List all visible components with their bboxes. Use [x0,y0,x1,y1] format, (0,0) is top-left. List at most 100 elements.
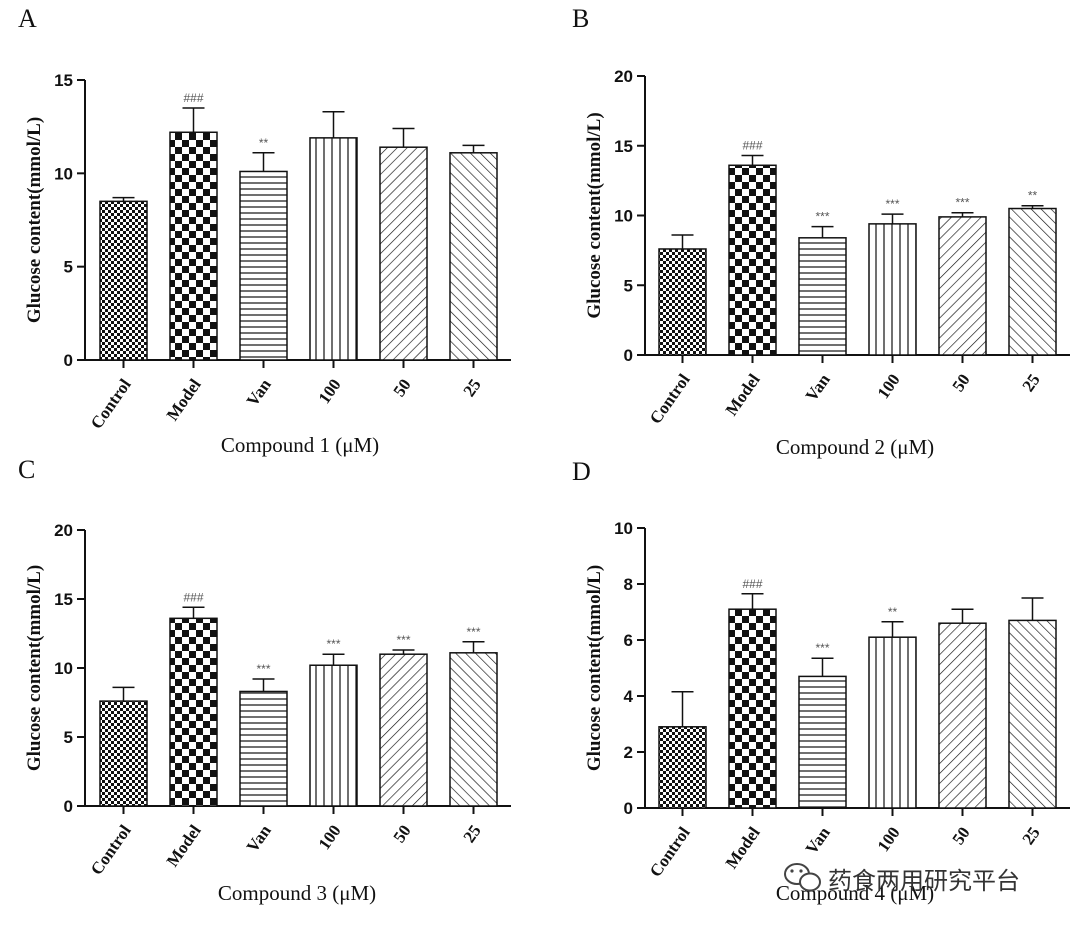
y-tick-label: 10 [54,164,73,183]
significance-label: *** [396,633,410,647]
x-category-label: 100 [874,823,904,855]
panel-a: A 0 5 10 15 Control ### Model ** Van 100 50 25 Glucos… [18,4,511,457]
significance-label: *** [466,625,480,639]
y-tick-label: 15 [54,590,73,609]
panel-c: C 0 5 10 15 20 Control ### Model *** Van *** 100 *** 5… [18,455,511,905]
y-tick-label: 0 [624,799,633,818]
y-tick-label: 5 [624,276,633,295]
bar-100 [309,664,358,807]
bar-25 [1008,619,1057,809]
bar-25 [449,152,498,361]
significance-label: ### [742,577,762,591]
y-tick-label: 0 [64,351,73,370]
y-axis-label: Glucose content(mmol/L) [584,565,605,771]
significance-label: *** [326,637,340,651]
bar-control [658,248,707,356]
significance-label: ** [259,136,269,150]
y-tick-label: 10 [614,519,633,538]
panel-b: B 0 5 10 15 20 Control ### Model *** Van *** 100 *** 5… [572,4,1070,459]
x-category-label: 25 [1018,370,1043,395]
x-category-label: Control [87,821,135,878]
wechat-icon [784,863,821,892]
x-category-label: 100 [315,375,345,407]
bar-50 [379,653,428,807]
y-axis-label: Glucose content(mmol/L) [24,117,45,323]
y-tick-label: 6 [624,631,633,650]
significance-label: *** [815,210,829,224]
y-tick-label: 2 [624,743,633,762]
watermark: 药食两用研究平台 [784,863,1020,895]
bar-van [239,170,288,361]
y-tick-label: 15 [54,71,73,90]
y-tick-label: 5 [64,258,73,277]
x-category-label: Van [802,370,834,405]
bar-100 [868,636,917,809]
panel-d: D 0 2 4 6 8 10 Control ### Model *** Van ** 100 50 25 Gl… [572,457,1070,905]
bar-50 [938,216,987,356]
x-category-label: Model [722,823,764,872]
x-category-label: Van [802,823,834,858]
y-tick-label: 0 [624,346,633,365]
bar-25 [1008,207,1057,356]
bar-van [798,237,847,356]
x-axis-label: Compound 2 (μM) [776,435,934,459]
x-category-label: Control [646,823,694,880]
panel-letter: B [572,4,589,33]
bar-van [798,675,847,809]
bar-model [169,617,218,807]
bar-model [728,608,777,809]
significance-label: ### [742,139,762,153]
x-category-label: 50 [389,821,414,846]
bar-25 [449,652,498,807]
x-axis-label: Compound 1 (μM) [221,433,379,457]
y-tick-label: 20 [54,521,73,540]
x-category-label: Model [163,375,205,424]
y-tick-label: 15 [614,137,633,156]
x-category-label: Model [722,370,764,419]
x-category-label: Control [646,370,694,427]
y-tick-label: 5 [64,728,73,747]
bar-control [99,200,148,361]
bar-control [658,726,707,809]
x-category-label: 25 [1018,823,1043,848]
x-category-label: Model [163,821,205,870]
significance-label: *** [815,641,829,655]
significance-label: ### [183,91,203,105]
panel-letter: C [18,455,35,484]
y-tick-label: 10 [54,659,73,678]
significance-label: *** [885,197,899,211]
significance-label: *** [256,662,270,676]
x-category-label: Control [87,375,135,432]
bar-50 [938,622,987,809]
significance-label: ** [1028,189,1038,203]
x-category-label: 100 [315,821,345,853]
significance-label: *** [955,196,969,210]
bar-model [728,164,777,356]
bar-100 [868,223,917,356]
x-category-label: 50 [389,375,414,400]
significance-label: ** [888,605,898,619]
panel-letter: D [572,457,591,486]
x-category-label: Van [243,375,275,410]
y-axis-label: Glucose content(mmol/L) [24,565,45,771]
y-tick-label: 4 [624,687,634,706]
x-category-label: 25 [459,375,484,400]
x-axis-label: Compound 3 (μM) [218,881,376,905]
panel-letter: A [18,4,37,33]
y-tick-label: 8 [624,575,633,594]
bar-100 [309,137,358,361]
x-category-label: 100 [874,370,904,402]
y-axis-label: Glucose content(mmol/L) [584,112,605,318]
watermark-text: 药食两用研究平台 [828,867,1020,895]
significance-label: ### [183,590,203,604]
y-tick-label: 20 [614,67,633,86]
bar-50 [379,146,428,361]
bar-van [239,690,288,807]
x-category-label: Van [243,821,275,856]
y-tick-label: 0 [64,797,73,816]
y-tick-label: 10 [614,207,633,226]
x-category-label: 50 [948,370,973,395]
x-category-label: 25 [459,821,484,846]
